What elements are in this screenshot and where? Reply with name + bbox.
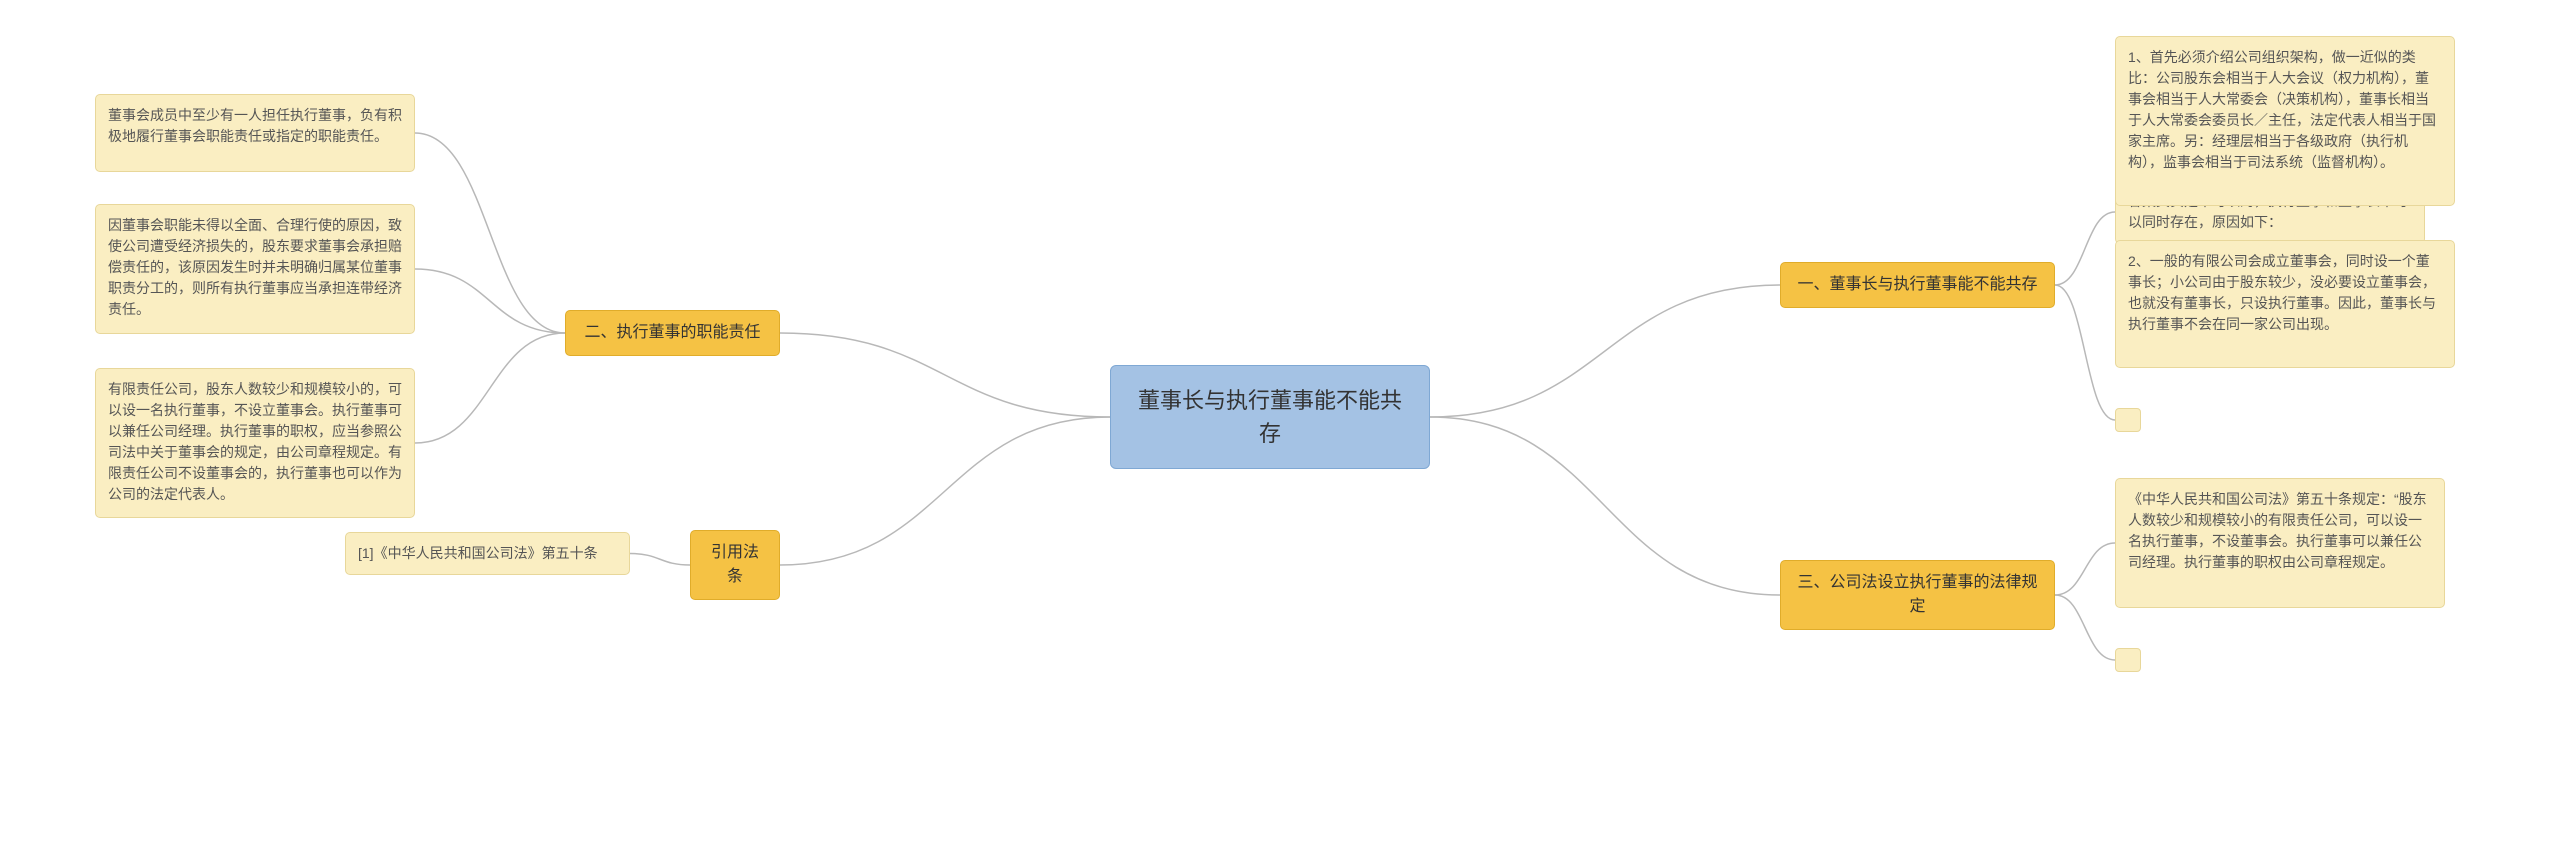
node-l2a: 董事会成员中至少有一人担任执行董事，负有积极地履行董事会职能责任或指定的职能责任… [95,94,415,172]
edge-b1-stub1 [2055,285,2115,420]
node-text-l1_r2: 2、一般的有限公司会成立董事会，同时设一个董事长；小公司由于股东较少，没必要设立… [2128,251,2442,335]
node-text-l2a: 董事会成员中至少有一人担任执行董事，负有积极地履行董事会职能责任或指定的职能责任… [108,105,402,147]
edge-b3-l3a [2055,543,2115,595]
node-text-b2: 二、执行董事的职能责任 [584,321,760,345]
node-text-l1_r1: 1、首先必须介绍公司组织架构，做一近似的类比：公司股东会相当于人大会议（权力机构… [2128,47,2442,173]
edge-b_ref-lref [630,554,690,566]
node-stub3 [2115,648,2141,672]
edge-root-b1 [1430,285,1780,417]
edge-b2-l2c [415,333,565,443]
node-lref: [1]《中华人民共和国公司法》第五十条 [345,532,630,575]
edge-root-b2 [780,333,1110,417]
edge-b3-stub3 [2055,595,2115,660]
edge-b2-l2a [415,133,565,333]
edge-root-b_ref [780,417,1110,565]
node-text-b1: 一、董事长与执行董事能不能共存 [1797,273,2037,297]
node-text-l2c: 有限责任公司，股东人数较少和规模较小的，可以设一名执行董事，不设立董事会。执行董… [108,379,402,505]
node-l1_r2: 2、一般的有限公司会成立董事会，同时设一个董事长；小公司由于股东较少，没必要设立… [2115,240,2455,368]
node-l2c: 有限责任公司，股东人数较少和规模较小的，可以设一名执行董事，不设立董事会。执行董… [95,368,415,518]
node-b_ref: 引用法条 [690,530,780,600]
node-text-root: 董事长与执行董事能不能共存 [1135,384,1405,450]
node-text-l2b: 因董事会职能未得以全面、合理行使的原因，致使公司遭受经济损失的，股东要求董事会承… [108,215,402,320]
mindmap-canvas: 董事长与执行董事能不能共存 二、执行董事的职能责任引用法条 一、董事长与执行董事能不… [0,0,2560,861]
edge-b2-l2b [415,269,565,333]
node-b1: 一、董事长与执行董事能不能共存 [1780,262,2055,308]
node-l3a: 《中华人民共和国公司法》第五十条规定：“股东人数较少和规模较小的有限责任公司，可… [2115,478,2445,608]
node-root: 董事长与执行董事能不能共存 [1110,365,1430,469]
node-text-l3a: 《中华人民共和国公司法》第五十条规定：“股东人数较少和规模较小的有限责任公司，可… [2128,489,2432,573]
node-b2: 二、执行董事的职能责任 [565,310,780,356]
node-text-b_ref: 引用法条 [705,541,765,589]
node-text-b3: 三、公司法设立执行董事的法律规定 [1795,571,2040,619]
node-b3: 三、公司法设立执行董事的法律规定 [1780,560,2055,630]
node-l2b: 因董事会职能未得以全面、合理行使的原因，致使公司遭受经济损失的，股东要求董事会承… [95,204,415,334]
edge-root-b3 [1430,417,1780,595]
node-text-lref: [1]《中华人民共和国公司法》第五十条 [358,543,598,564]
node-stub1 [2115,408,2141,432]
edge-b1-l1_ans [2055,212,2115,285]
node-l1_r1: 1、首先必须介绍公司组织架构，做一近似的类比：公司股东会相当于人大会议（权力机构… [2115,36,2455,206]
